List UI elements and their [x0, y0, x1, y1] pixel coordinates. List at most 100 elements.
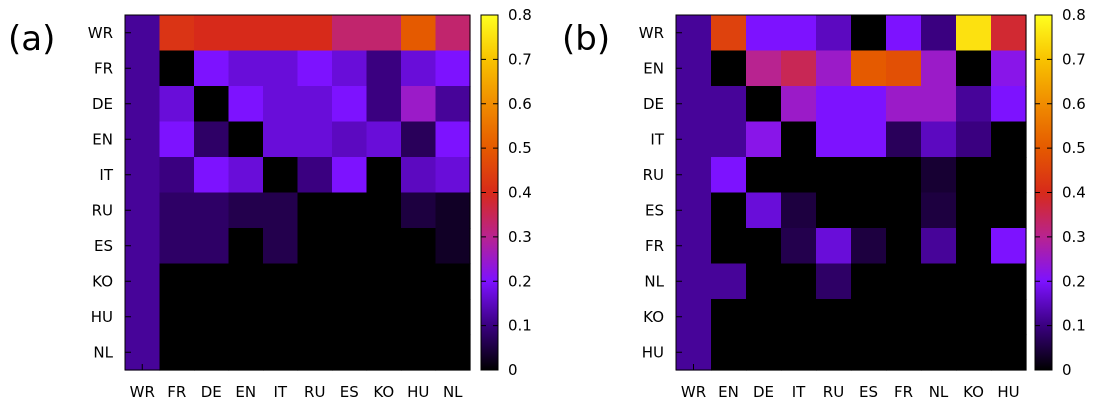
panel-label: (a)	[8, 19, 55, 59]
heatmap-cell	[159, 228, 195, 265]
colorbar-tick-label: 0.8	[1062, 6, 1086, 24]
x-tick-label: FR	[167, 383, 186, 401]
heatmap-cell	[366, 299, 402, 336]
heatmap-cell	[332, 157, 368, 194]
x-tick-label: HU	[407, 383, 429, 401]
y-tick-label: NL	[644, 272, 664, 290]
heatmap-cell	[435, 86, 471, 123]
heatmap-cell	[886, 121, 922, 158]
heatmap-cell	[991, 121, 1027, 158]
colorbar-tick-label: 0.7	[508, 50, 532, 68]
heatmap-cell	[263, 263, 299, 300]
heatmap-cell	[297, 299, 333, 336]
y-tick-label: DE	[92, 95, 113, 113]
heatmap-cell	[228, 157, 264, 194]
y-tick-label: IT	[99, 166, 113, 184]
heatmap-cell	[711, 121, 747, 158]
colorbar-tick-label: 0.5	[1062, 139, 1086, 157]
heatmap-cell	[851, 15, 887, 52]
heatmap-cell	[746, 157, 782, 194]
heatmap-cell	[194, 15, 230, 52]
heatmap-cell	[332, 192, 368, 229]
heatmap-cell	[263, 50, 299, 87]
heatmap-cell	[159, 157, 195, 194]
heatmap-cell	[297, 263, 333, 300]
heatmap-cell	[816, 15, 852, 52]
heatmap-cell	[746, 299, 782, 336]
heatmap-cell	[401, 192, 437, 229]
heatmap-cell	[921, 263, 957, 300]
heatmap-cell	[401, 157, 437, 194]
x-tick-label: IT	[792, 383, 806, 401]
y-tick-label: NL	[93, 343, 113, 361]
y-tick-label: RU	[643, 166, 664, 184]
heatmap-cell	[228, 86, 264, 123]
heatmap-cell	[956, 228, 992, 265]
heatmap-cell	[956, 50, 992, 87]
heatmap-panel-b: (b) WR EN DE IT RU ES FR NL KO HU WR EN DE IT RU ES FR NL…	[562, 6, 1086, 401]
x-tick-label: KO	[963, 383, 984, 401]
heatmap-cell	[851, 121, 887, 158]
heatmap-cell	[159, 192, 195, 229]
heatmap-cell	[297, 157, 333, 194]
heatmap-cell	[991, 299, 1027, 336]
heatmap-cell	[297, 192, 333, 229]
x-tick-label: IT	[273, 383, 287, 401]
heatmap-cell	[886, 86, 922, 123]
heatmap-cell	[921, 15, 957, 52]
heatmap-cell	[781, 263, 817, 300]
heatmap-cell	[921, 50, 957, 87]
heatmap-cell	[194, 121, 230, 158]
x-tick-label: KO	[373, 383, 394, 401]
heatmap-cell	[746, 192, 782, 229]
heatmap-cell	[781, 228, 817, 265]
heatmap-cell	[332, 228, 368, 265]
y-tick-label: ES	[645, 201, 664, 219]
heatmap-cell	[886, 228, 922, 265]
heatmap-cell	[816, 299, 852, 336]
heatmap-cell	[711, 228, 747, 265]
x-tick-label: ES	[340, 383, 359, 401]
heatmap-cell	[401, 86, 437, 123]
heatmap-cell	[711, 86, 747, 123]
x-tick-label: RU	[304, 383, 325, 401]
heatmap-cell	[332, 86, 368, 123]
heatmap-cell	[781, 50, 817, 87]
heatmap-cell	[711, 299, 747, 336]
heatmap-cell	[194, 86, 230, 123]
heatmap-cell	[263, 192, 299, 229]
heatmap-cell	[816, 121, 852, 158]
heatmap-cell	[435, 228, 471, 265]
heatmap-cell	[401, 228, 437, 265]
heatmap-cell	[159, 15, 195, 52]
heatmap-cell	[297, 50, 333, 87]
heatmap-cell	[366, 86, 402, 123]
heatmap-cell	[711, 192, 747, 229]
heatmap-cell	[956, 299, 992, 336]
heatmap-cell	[851, 263, 887, 300]
heatmap-cell	[746, 263, 782, 300]
heatmap-cell	[228, 15, 264, 52]
heatmap-cell	[991, 192, 1027, 229]
heatmap-cell	[435, 157, 471, 194]
heatmap-cell	[366, 50, 402, 87]
heatmap-cell	[851, 157, 887, 194]
heatmap-cell	[194, 157, 230, 194]
y-tick-label: EN	[643, 59, 664, 77]
heatmap-cell	[711, 50, 747, 87]
heatmap-cell	[435, 299, 471, 336]
heatmap-cell	[263, 299, 299, 336]
heatmap-cell	[851, 192, 887, 229]
heatmap-cell	[711, 263, 747, 300]
heatmap-cell	[991, 15, 1027, 52]
heatmap-cell	[366, 15, 402, 52]
heatmap-cell	[263, 86, 299, 123]
heatmap-cell	[921, 228, 957, 265]
x-tick-label: EN	[235, 383, 256, 401]
heatmap-cell	[851, 86, 887, 123]
heatmap-cell	[956, 121, 992, 158]
heatmap-cell	[263, 15, 299, 52]
x-tick-label: RU	[823, 383, 844, 401]
heatmap-cell	[711, 15, 747, 52]
y-tick-label: HU	[91, 308, 113, 326]
